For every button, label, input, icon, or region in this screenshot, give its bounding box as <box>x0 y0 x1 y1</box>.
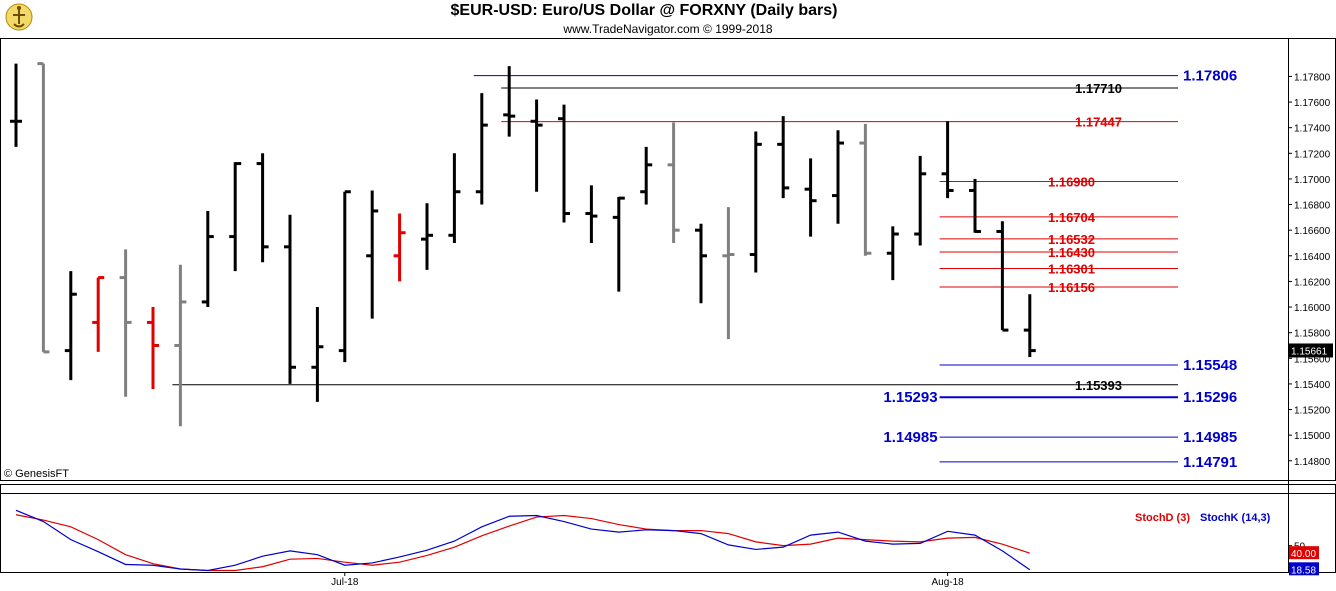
y-tick-label: 1.17800 <box>1294 72 1331 83</box>
y-tick-label: 1.16000 <box>1294 303 1331 314</box>
y-tick-label: 1.16200 <box>1294 277 1331 288</box>
level-label: 1.15548 <box>1183 357 1237 374</box>
y-tick-label: 1.17600 <box>1294 98 1331 109</box>
x-tick-label: Aug-18 <box>931 577 964 588</box>
stoch-line-blue <box>15 509 1031 572</box>
stoch-current-tag <box>1289 546 1319 560</box>
y-tick-label: 1.15600 <box>1294 354 1331 365</box>
level-label: 1.16156 <box>1048 280 1095 295</box>
level-label: 1.17447 <box>1075 115 1122 130</box>
level-label: 1.16704 <box>1048 210 1096 225</box>
level-label: 1.16430 <box>1048 245 1095 260</box>
level-label: 1.16301 <box>1048 261 1095 276</box>
level-label: 1.14985 <box>1183 429 1237 446</box>
y-tick-label: 1.17000 <box>1294 175 1331 186</box>
x-tick-label: Jul-18 <box>331 577 359 588</box>
y-tick-label: 1.15400 <box>1294 380 1331 391</box>
level-label: 1.17710 <box>1075 81 1122 96</box>
copyright-label: © GenesisFT <box>4 468 69 480</box>
stoch-d-legend: StochD (3) <box>1135 512 1190 524</box>
price-panel-frame <box>0 38 1336 481</box>
y-tick-label: 1.14800 <box>1294 457 1331 468</box>
stoch-current-tag <box>1289 562 1319 576</box>
stoch-current-label: 18.58 <box>1291 565 1316 576</box>
chart-title: $EUR-USD: Euro/US Dollar @ FORXNY (Daily… <box>450 2 838 19</box>
level-label: 1.16532 <box>1048 232 1095 247</box>
y-tick-label: 1.15000 <box>1294 431 1331 442</box>
y-tick-label: 1.17400 <box>1294 124 1331 135</box>
stoch-k-legend: StochK (14,3) <box>1200 512 1271 524</box>
last-price-tag <box>1289 343 1333 358</box>
level-left-label: 1.14985 <box>883 429 937 446</box>
last-price-label: 1.15661 <box>1291 346 1328 357</box>
trade-navigator-logo-icon <box>4 2 34 32</box>
level-label: 1.14791 <box>1183 454 1237 471</box>
level-label: 1.15296 <box>1183 389 1237 406</box>
y-tick-label: 1.16600 <box>1294 226 1331 237</box>
level-label: 1.16980 <box>1048 174 1095 189</box>
y-tick-label: 1.17200 <box>1294 149 1331 160</box>
level-label: 1.17806 <box>1183 68 1237 85</box>
chart-subtitle: www.TradeNavigator.com © 1999-2018 <box>563 22 773 36</box>
y-tick-label: 1.15800 <box>1294 329 1331 340</box>
y-tick-label: 1.15200 <box>1294 406 1331 417</box>
level-left-label: 1.15293 <box>883 389 937 406</box>
stoch-panel-frame <box>0 484 1336 573</box>
level-label: 1.15393 <box>1075 378 1122 393</box>
stoch-current-label: 40.00 <box>1291 549 1316 560</box>
y-tick-label: 1.16800 <box>1294 201 1331 212</box>
y-tick-label: 1.16400 <box>1294 252 1331 263</box>
